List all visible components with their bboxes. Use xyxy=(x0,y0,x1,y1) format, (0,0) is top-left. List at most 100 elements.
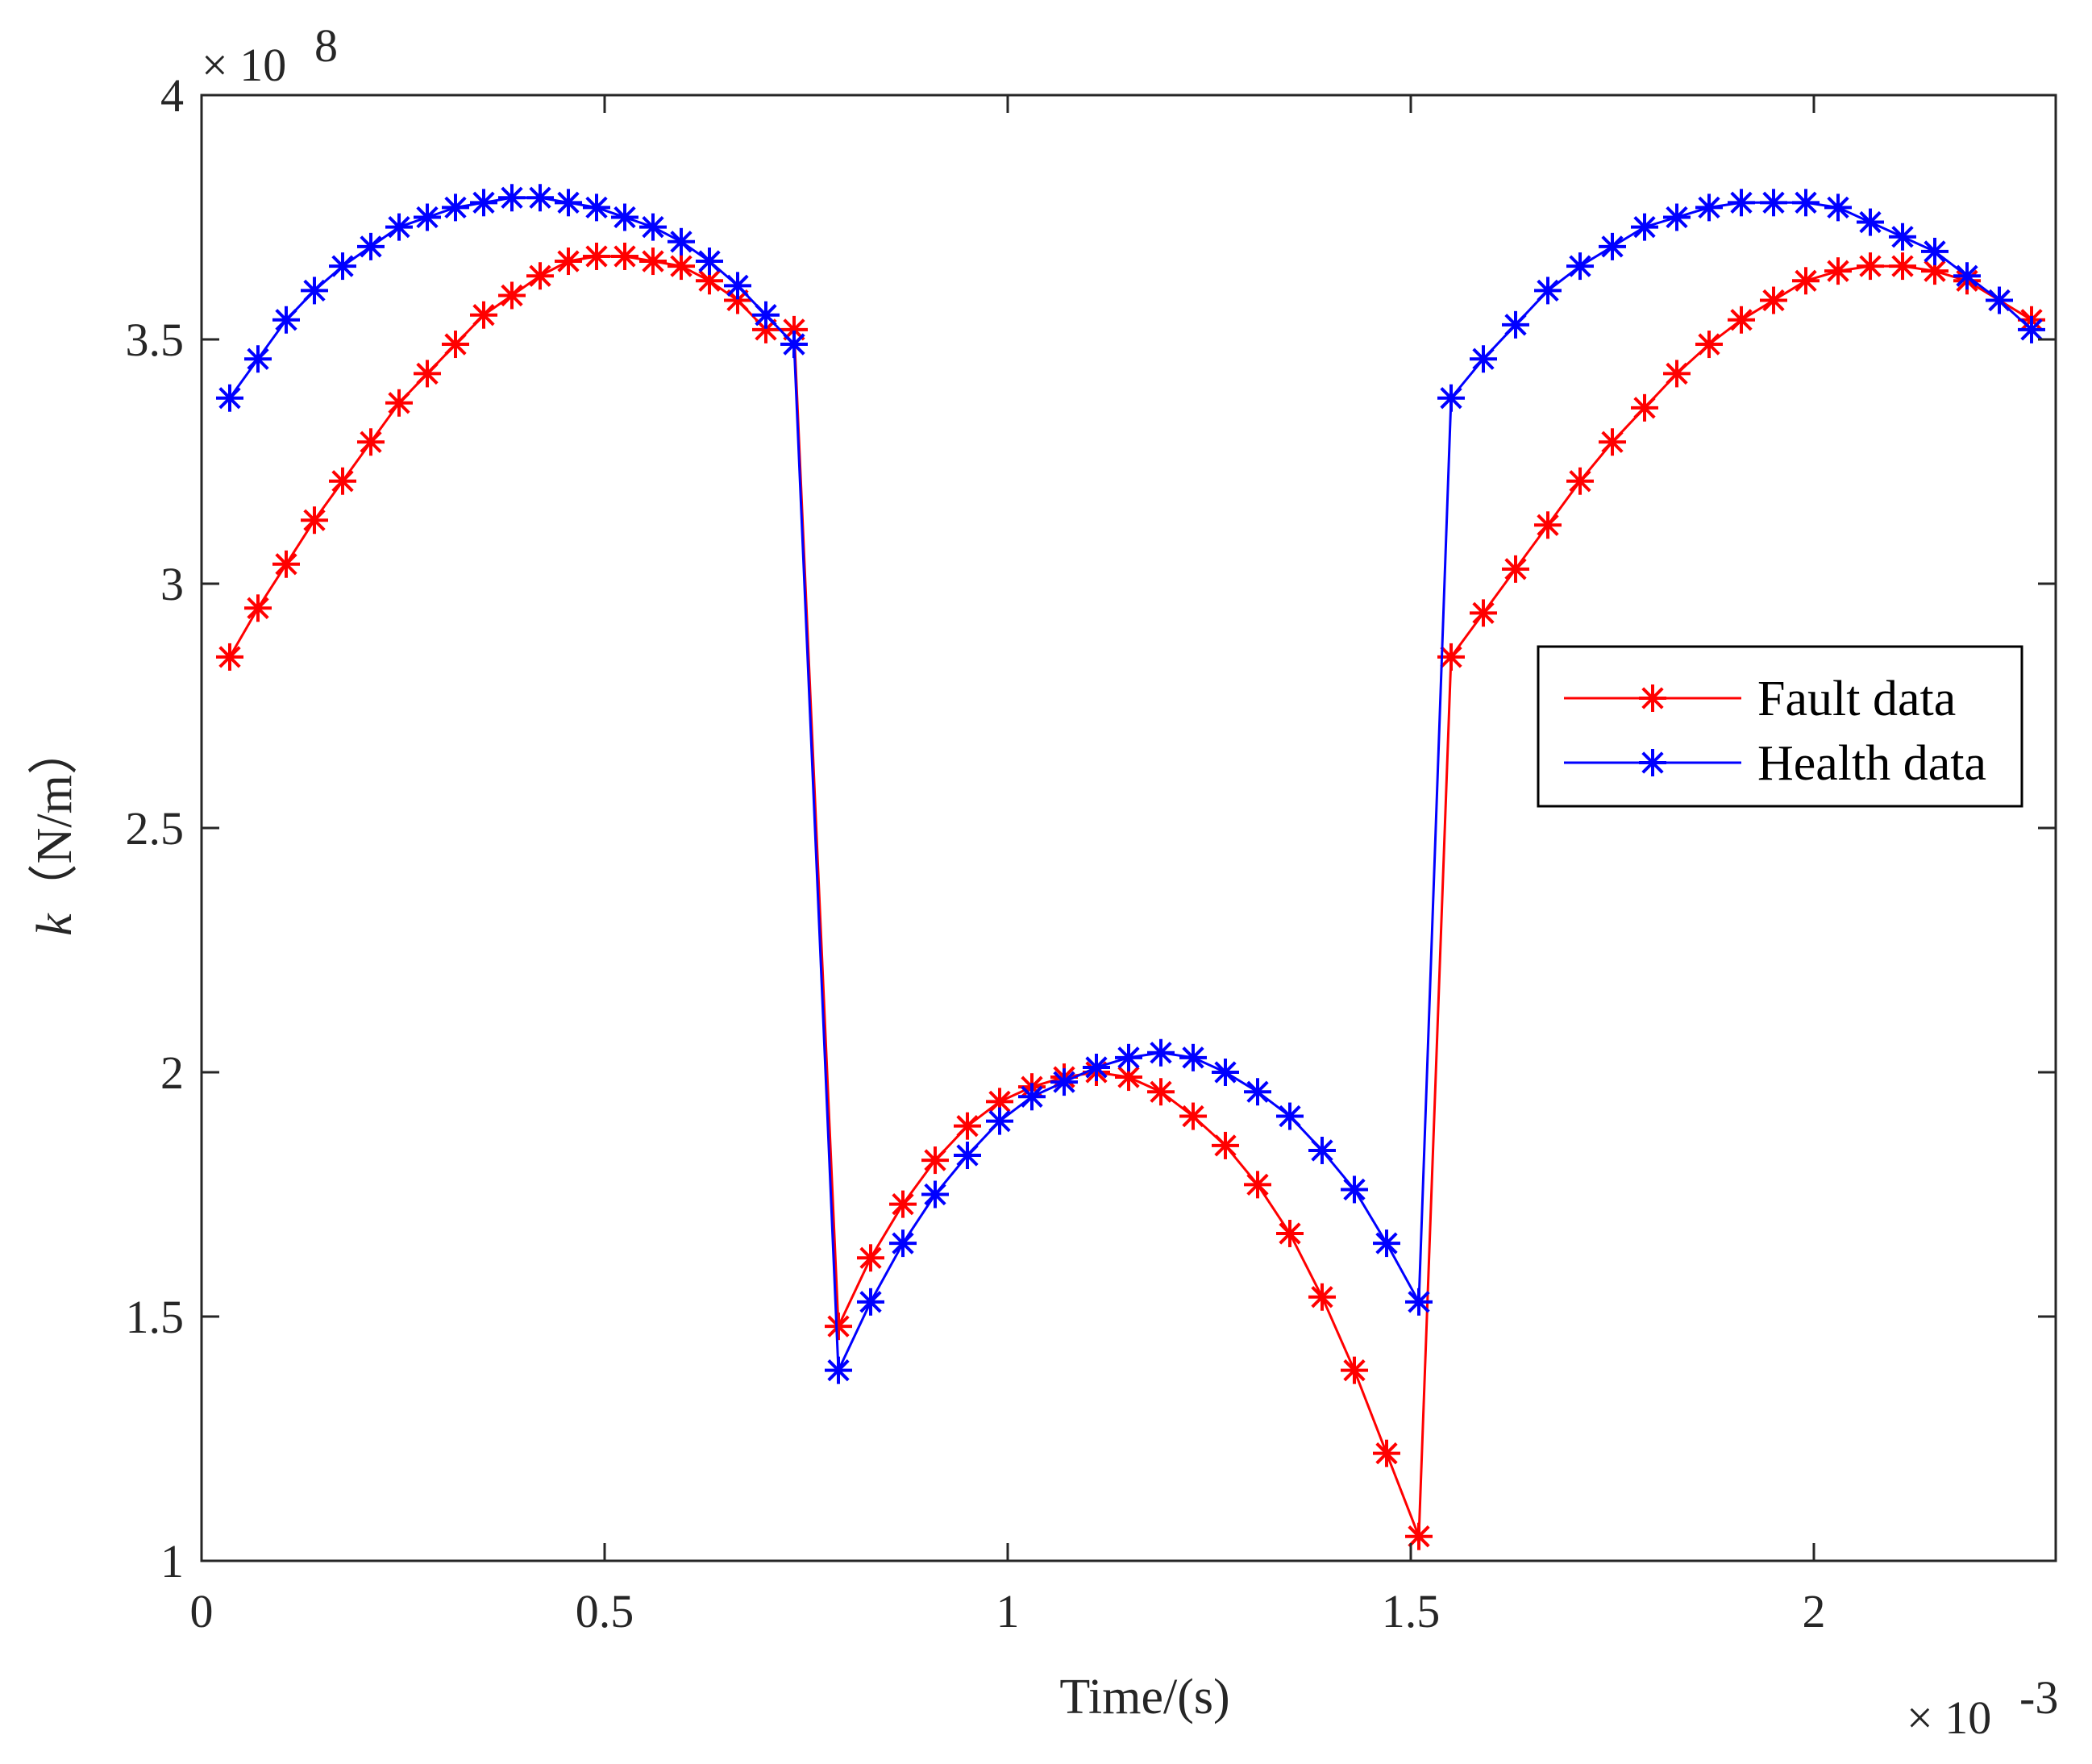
x-axis-title: Time/(s) xyxy=(1059,1670,1229,1724)
x-tick-label: 1 xyxy=(996,1585,1020,1637)
data-point xyxy=(414,203,441,231)
legend: Fault data Health data xyxy=(1537,645,2023,808)
data-point xyxy=(611,203,638,231)
data-point xyxy=(1695,331,1723,359)
data-point xyxy=(954,1112,981,1140)
legend-marker xyxy=(1639,684,1666,712)
data-point xyxy=(889,1229,917,1258)
y-tick-label: 2 xyxy=(160,1046,184,1099)
y-tick-label: 1 xyxy=(160,1535,184,1587)
y-exponent-power: 8 xyxy=(314,19,338,72)
data-point xyxy=(244,345,272,373)
data-point xyxy=(1792,189,1820,217)
data-point xyxy=(555,248,582,276)
data-point xyxy=(1437,643,1465,671)
y-tick-label: 4 xyxy=(160,69,184,122)
data-point xyxy=(1115,1063,1142,1092)
data-point xyxy=(611,242,638,270)
data-point xyxy=(1857,208,1884,236)
data-point xyxy=(1663,203,1691,231)
data-point xyxy=(1212,1059,1239,1086)
data-point xyxy=(1308,1283,1336,1311)
data-point xyxy=(216,643,243,671)
plot-background xyxy=(202,95,2056,1561)
x-tick-label: 0 xyxy=(190,1585,214,1637)
data-point xyxy=(1244,1171,1271,1199)
data-point xyxy=(696,248,723,276)
data-point xyxy=(889,1190,917,1218)
data-point xyxy=(1889,223,1916,251)
legend-label-fault: Fault data xyxy=(1757,672,1956,726)
data-point xyxy=(1470,345,1497,373)
data-point xyxy=(583,193,610,222)
data-point xyxy=(498,184,526,212)
data-point xyxy=(329,252,356,281)
data-point xyxy=(470,301,497,329)
data-point xyxy=(921,1180,949,1209)
data-point xyxy=(1502,555,1529,583)
data-point xyxy=(385,213,413,241)
data-point xyxy=(1760,189,1787,217)
data-point xyxy=(272,306,300,334)
data-point xyxy=(825,1356,852,1384)
data-point xyxy=(357,428,385,456)
data-point xyxy=(724,272,751,300)
legend-label-health: Health data xyxy=(1757,736,1986,791)
data-point xyxy=(1276,1219,1304,1247)
data-point xyxy=(1534,511,1562,539)
data-point xyxy=(385,389,413,417)
y-tick-label: 2.5 xyxy=(126,802,185,855)
data-point xyxy=(1824,257,1852,285)
data-point xyxy=(668,252,695,281)
legend-marker xyxy=(1639,749,1666,776)
data-point xyxy=(329,467,356,495)
data-point xyxy=(1824,193,1852,222)
data-point xyxy=(526,262,554,290)
y-axis-variable: k xyxy=(27,913,82,936)
series-layer xyxy=(216,184,2045,1550)
data-point xyxy=(301,506,328,535)
x-exponent-base: × 10 xyxy=(1907,1691,1991,1744)
data-point xyxy=(1728,189,1755,217)
data-point xyxy=(986,1088,1013,1116)
data-point xyxy=(216,384,243,412)
data-point xyxy=(1728,306,1755,334)
data-point xyxy=(857,1288,884,1316)
y-tick-label: 3 xyxy=(160,558,184,610)
data-point xyxy=(1308,1136,1336,1164)
data-point xyxy=(1050,1068,1078,1096)
data-point xyxy=(1437,384,1465,412)
x-tick-label: 2 xyxy=(1803,1585,1826,1637)
data-point xyxy=(1470,599,1497,627)
data-point xyxy=(357,232,385,260)
tick-layer: 0 0.5 1 1.5 2 1 1.5 2 2.5 3 3.5 4 xyxy=(126,69,2056,1637)
data-point xyxy=(921,1146,949,1175)
data-point xyxy=(1147,1038,1175,1067)
data-point xyxy=(301,277,328,305)
data-point xyxy=(1212,1131,1239,1159)
data-point xyxy=(442,193,469,222)
data-point xyxy=(1534,277,1562,305)
data-point xyxy=(1857,252,1884,281)
x-exponent-power: -3 xyxy=(2019,1671,2058,1724)
data-point xyxy=(1147,1078,1175,1106)
data-point xyxy=(1631,393,1658,422)
y-axis-unit: （N/m） xyxy=(27,725,82,913)
data-point xyxy=(639,213,667,241)
data-point xyxy=(1341,1356,1368,1384)
data-point xyxy=(1502,310,1529,339)
data-point xyxy=(1663,360,1691,388)
y-tick-label: 3.5 xyxy=(126,314,185,366)
data-point xyxy=(414,360,441,388)
legend-box xyxy=(1537,645,2023,808)
data-point xyxy=(1373,1229,1400,1258)
data-point xyxy=(244,594,272,622)
data-point xyxy=(442,331,469,359)
data-point xyxy=(2018,315,2045,343)
data-point xyxy=(954,1142,981,1170)
data-point xyxy=(1599,232,1626,260)
data-point xyxy=(1792,267,1820,295)
data-point xyxy=(668,227,695,256)
data-point xyxy=(1986,286,2013,314)
